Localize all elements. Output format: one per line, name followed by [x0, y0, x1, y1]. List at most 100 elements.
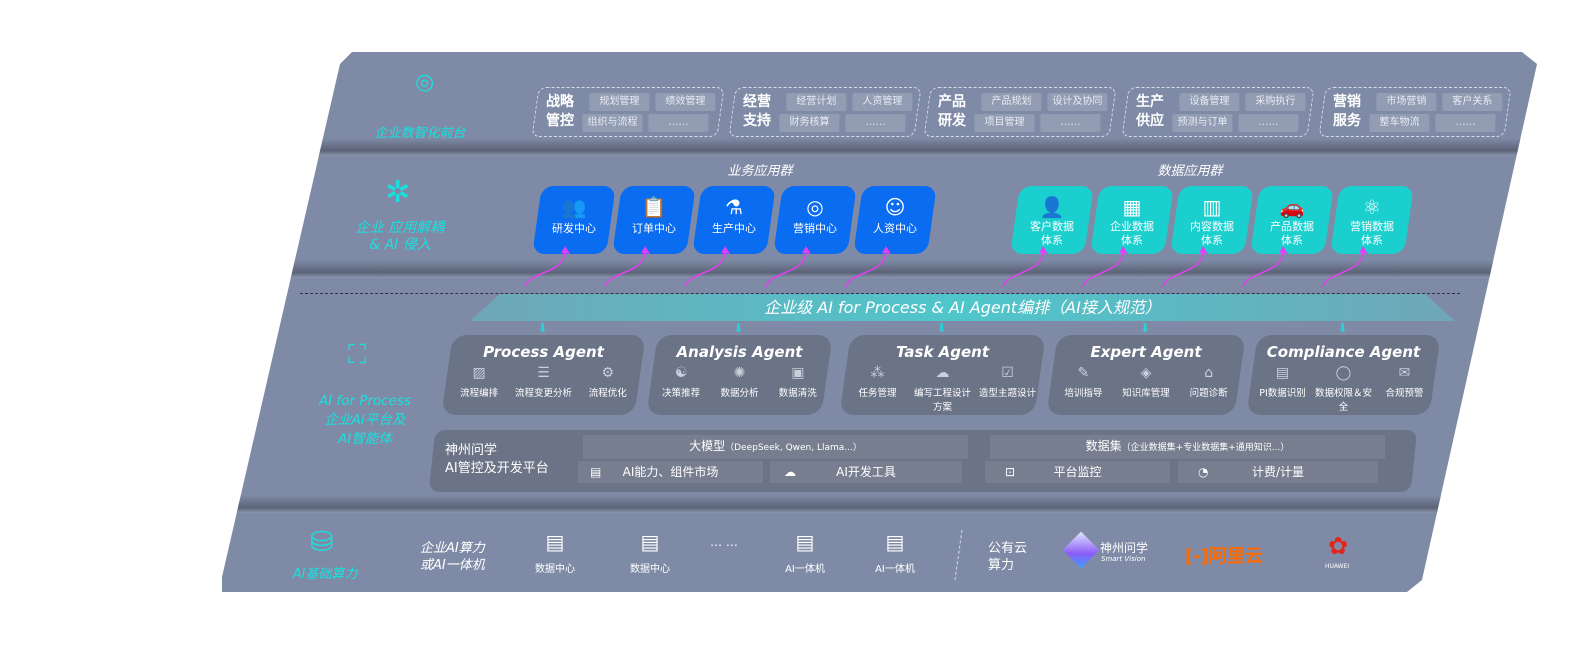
app-label: 营销数据体系 — [1350, 220, 1394, 247]
app-card[interactable]: ▦ 企业数据体系 — [1090, 186, 1174, 254]
tool-market[interactable]: ▤ AI能力、组件市场 — [578, 461, 763, 483]
connector-arrow — [604, 249, 646, 288]
model-bar: 大模型（DeepSeek, Qwen, Llama...） — [583, 435, 968, 459]
tool-label: 平台监控 — [1053, 465, 1102, 479]
agent-name: Expert Agent — [1090, 343, 1202, 361]
dataset-note: （企业数据集+专业数据集+通用知识...） — [1121, 443, 1290, 453]
agent-card[interactable]: ⬇ Process Agent ▨ 流程编排 ☰ 流程变更分析 ⚙ 流程优化 — [441, 321, 646, 415]
capability-label: PI数据识别 — [1259, 388, 1306, 399]
agent-capability: ✎ 培训指导 — [1052, 365, 1114, 399]
app-card[interactable]: ☺ 人资中心 — [853, 186, 937, 254]
arrowhead — [641, 246, 650, 254]
monitor-icon: ⊡ — [1005, 465, 1016, 479]
business-apps-title: 业务应用群 — [727, 164, 793, 179]
app-card[interactable]: 👤 客户数据体系 — [1010, 186, 1094, 254]
capability-label: 数据分析 — [720, 388, 759, 399]
app-label: 内容数据体系 — [1190, 220, 1234, 247]
apps-label: 企业 应用解耦 & AI 侵入 — [340, 220, 460, 254]
team-icon: 👥 — [561, 195, 587, 219]
app-card[interactable]: ⚛ 营销数据体系 — [1330, 186, 1414, 254]
infra-ellipsis: … … — [710, 535, 738, 549]
app-label: 企业数据体系 — [1110, 220, 1154, 247]
gauge-icon: ◔ — [1198, 465, 1209, 479]
agent-card[interactable]: ⬇ Analysis Agent ☯ 决策推荐 ✺ 数据分析 ▣ 数据清洗 — [646, 321, 833, 415]
agent-card[interactable]: ⬇ Task Agent ⁂ 任务管理 ☁ 编写工程设计方案 ☑ 造型主题设计 — [839, 321, 1046, 415]
aliyun-text: 阿里云 — [1208, 546, 1263, 567]
books-icon: ▥ — [1202, 195, 1222, 219]
connector-arrow — [1162, 249, 1204, 288]
capability-icon: ☁ — [935, 365, 950, 381]
target-icon: ◎ — [806, 195, 824, 219]
capability-icon: ☰ — [537, 365, 550, 381]
connector-arrow — [1242, 249, 1284, 288]
capability-icon: ▤ — [1275, 365, 1290, 381]
agent-capability: ☯ 决策推荐 — [652, 365, 710, 399]
aliyun-icon: [-] — [1185, 546, 1209, 567]
arrowhead — [802, 246, 811, 254]
connector-arrow — [845, 249, 887, 288]
agent-card[interactable]: ⬇ Compliance Agent ▤ PI数据识别 ◯ 数据权限＆安全 ✉ 合规预警 — [1246, 321, 1441, 415]
tool-dev[interactable]: ☁ AI开发工具 — [770, 461, 962, 483]
tool-label: 计费/计量 — [1251, 465, 1305, 479]
app-card[interactable]: ⚗ 生产中心 — [692, 186, 776, 254]
capability-icon: ✺ — [733, 365, 746, 381]
agent-capability: ⌂ 问题诊断 — [1178, 365, 1240, 399]
line: 算力 — [988, 558, 1015, 573]
front-label: 企业数智化前台 — [374, 126, 466, 141]
app-card[interactable]: ▥ 内容数据体系 — [1170, 186, 1254, 254]
ai-label-line: AI智能体 — [338, 431, 392, 447]
agent-capability: ◯ 数据权限＆安全 — [1313, 365, 1373, 413]
car-icon: 🚗 — [1279, 195, 1305, 219]
app-card[interactable]: ◎ 营销中心 — [773, 186, 857, 254]
dashed-divider — [300, 293, 1460, 294]
app-card[interactable]: 🚗 产品数据体系 — [1250, 186, 1334, 254]
down-arrow-icon: ⬇ — [537, 321, 548, 335]
agent-capability: ⚙ 流程优化 — [576, 365, 640, 399]
layer-divider — [222, 138, 1537, 156]
capability-label: 合规预警 — [1385, 388, 1424, 399]
public-cloud-label: 公有云 算力 — [988, 540, 1027, 574]
agent-card[interactable]: ⬇ Expert Agent ✎ 培训指导 ◈ 知识库管理 ⌂ 问题诊断 — [1046, 321, 1246, 415]
app-card[interactable]: 📋 订单中心 — [612, 186, 696, 254]
app-card[interactable]: 👥 研发中心 — [532, 186, 616, 254]
agent-capability: ☑ 造型主题设计 — [975, 365, 1039, 413]
down-arrow-icon: ⬇ — [936, 321, 947, 335]
ai-label-line: AI for Process — [318, 393, 412, 409]
factory-icon: ⚗ — [725, 195, 743, 219]
brain-icon: ◎ — [415, 70, 435, 95]
smart-vision-name: 神州问学 — [1100, 541, 1149, 555]
capability-icon: ☑ — [1001, 365, 1014, 381]
app-label: 产品数据体系 — [1270, 220, 1314, 247]
apps-label-line: & AI 侵入 — [369, 237, 431, 253]
arrowhead — [1119, 246, 1128, 254]
layer-divider — [222, 260, 1537, 278]
connector-arrow — [524, 249, 566, 288]
capability-icon: ▣ — [791, 365, 805, 381]
tool-billing[interactable]: ◔ 计费/计量 — [1178, 461, 1378, 483]
capability-icon: ▨ — [472, 365, 486, 381]
down-arrow-icon: ⬇ — [733, 321, 744, 335]
infra-item-label: AI一体机 — [785, 564, 825, 575]
infra-item: ▤ 数据中心 — [530, 530, 580, 575]
agent-name: Process Agent — [483, 343, 604, 361]
capability-icon: ⌂ — [1204, 365, 1214, 381]
tool-label: AI能力、组件市场 — [622, 465, 719, 479]
agent-capability: ✉ 合规预警 — [1374, 365, 1434, 413]
atom-icon: ⚛ — [1363, 195, 1381, 219]
capability-label: 数据权限＆安全 — [1314, 388, 1372, 413]
agent-capability: ✺ 数据分析 — [711, 365, 769, 399]
tool-monitor[interactable]: ⊡ 平台监控 — [985, 461, 1170, 483]
agent-name: Task Agent — [895, 343, 990, 361]
enterprise-compute-label: 企业AI算力 或AI一体机 — [420, 540, 485, 574]
server-icon: ▤ — [885, 530, 905, 554]
agent-capability: ◈ 知识库管理 — [1115, 365, 1177, 399]
connector-arrow — [684, 249, 726, 288]
arrowhead — [721, 246, 730, 254]
model-label: 大模型 — [689, 439, 726, 453]
down-arrow-icon: ⬇ — [1337, 321, 1348, 335]
agent-capability: ☰ 流程变更分析 — [512, 365, 576, 399]
app-label: 客户数据体系 — [1030, 220, 1074, 247]
platform-title-line: 神州问学 — [445, 443, 498, 458]
arrowhead — [1279, 246, 1288, 254]
huawei-text: HUAWEI — [1325, 563, 1350, 570]
